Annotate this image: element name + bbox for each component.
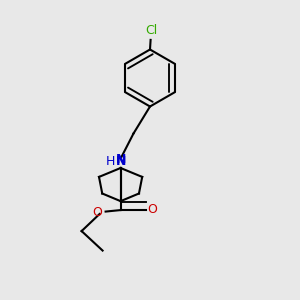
- Text: H: H: [106, 155, 116, 169]
- Text: O: O: [148, 203, 158, 216]
- Text: N: N: [116, 155, 126, 169]
- Text: N: N: [116, 153, 126, 166]
- Text: Cl: Cl: [146, 25, 158, 38]
- Text: O: O: [93, 206, 103, 219]
